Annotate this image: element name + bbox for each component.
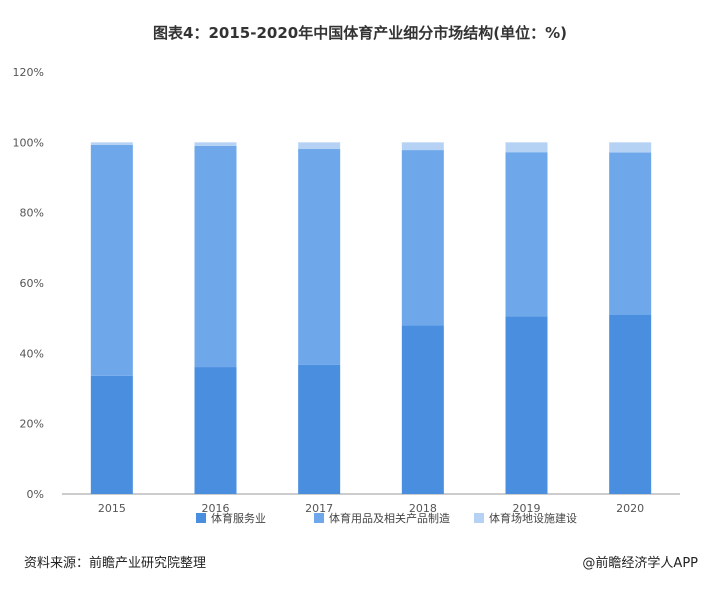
x-tick-label: 2015 xyxy=(98,502,126,515)
bar-segment-3 xyxy=(194,142,237,146)
bar-segment-2 xyxy=(194,145,237,368)
legend: 体育服务业 体育用品及相关产品制造 体育场地设施建设 xyxy=(196,511,577,525)
bar-segment-1 xyxy=(401,325,444,494)
y-tick-label: 60% xyxy=(20,277,44,290)
y-tick-label: 20% xyxy=(20,418,44,431)
bar-segment-1 xyxy=(90,375,133,494)
bar-segment-2 xyxy=(298,149,341,365)
legend-label: 体育场地设施建设 xyxy=(489,511,577,525)
bar-segment-2 xyxy=(609,152,652,316)
x-tick-label: 2019 xyxy=(513,502,541,515)
legend-swatch xyxy=(474,513,484,523)
y-tick-label: 120% xyxy=(13,66,44,79)
bar-segment-2 xyxy=(505,152,548,317)
legend-swatch xyxy=(314,513,324,523)
chart-title: 图表4：2015-2020年中国体育产业细分市场结构(单位：%) xyxy=(153,24,567,42)
x-tick-label: 2016 xyxy=(202,502,230,515)
x-tick-label: 2017 xyxy=(305,502,333,515)
bar-segment-2 xyxy=(90,144,133,376)
y-tick-label: 80% xyxy=(20,207,44,220)
bars xyxy=(90,142,652,494)
bar-segment-1 xyxy=(194,367,237,494)
bar-segment-1 xyxy=(505,316,548,494)
source-note: 资料来源：前瞻产业研究院整理 xyxy=(24,556,207,571)
x-tick-label: 2020 xyxy=(616,502,644,515)
bar-segment-1 xyxy=(298,364,341,494)
brand-credit: @前瞻经济学人APP xyxy=(582,556,698,571)
bar-segment-3 xyxy=(90,142,133,145)
x-axis: 2015 2016 2017 2018 2019 2020 xyxy=(62,493,680,515)
bar-segment-3 xyxy=(505,142,548,153)
y-tick-label: 100% xyxy=(13,136,44,149)
y-tick-label: 0% xyxy=(27,488,44,501)
bar-segment-3 xyxy=(401,142,444,151)
legend-swatch xyxy=(196,513,206,523)
bar-segment-1 xyxy=(609,315,652,494)
y-axis: 0% 20% 40% 60% 80% 100% 120% xyxy=(13,66,44,501)
legend-label: 体育用品及相关产品制造 xyxy=(329,511,450,525)
x-tick-label: 2018 xyxy=(409,502,437,515)
legend-label: 体育服务业 xyxy=(211,511,266,525)
y-tick-label: 40% xyxy=(20,347,44,360)
bar-segment-3 xyxy=(298,142,341,150)
bar-segment-2 xyxy=(401,150,444,326)
bar-segment-3 xyxy=(609,142,652,153)
